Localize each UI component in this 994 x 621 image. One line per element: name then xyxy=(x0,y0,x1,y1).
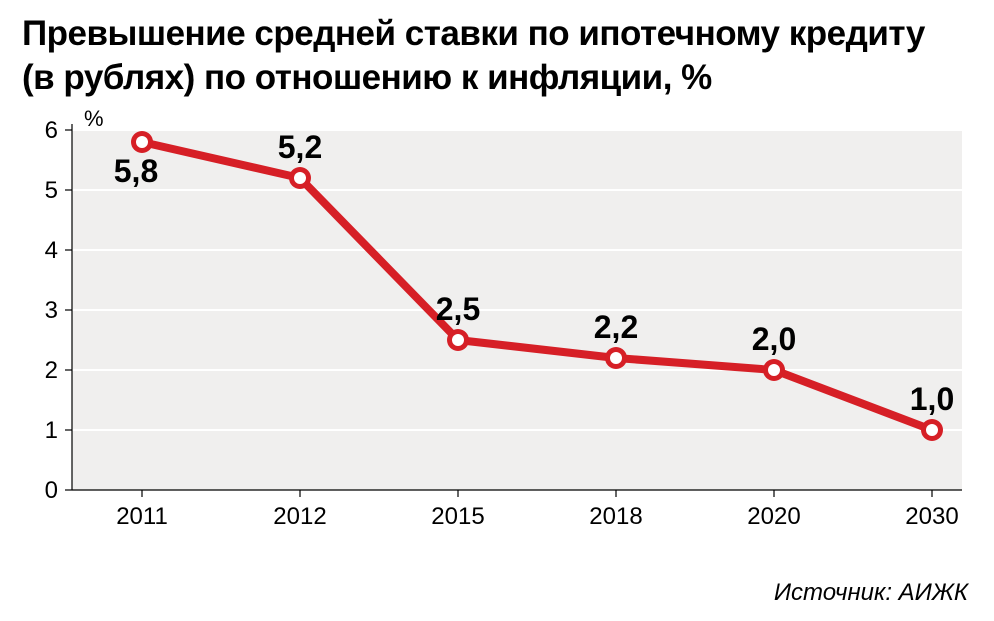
data-value-label: 5,2 xyxy=(278,129,322,165)
data-marker-inner xyxy=(768,364,780,376)
chart-source: Источник: АИЖК xyxy=(774,579,968,607)
data-marker-inner xyxy=(926,424,938,436)
y-tick-label: 1 xyxy=(45,417,58,444)
data-value-label: 2,0 xyxy=(752,321,796,357)
x-tick-label: 2020 xyxy=(747,503,800,530)
y-tick-label: 2 xyxy=(45,357,58,384)
x-tick-label: 2018 xyxy=(589,503,642,530)
y-tick-label: 3 xyxy=(45,297,58,324)
data-value-label: 1,0 xyxy=(910,381,954,417)
data-marker-inner xyxy=(452,334,464,346)
data-value-label: 2,5 xyxy=(436,291,480,327)
title-line-1: Превышение средней ставки по ипотечному … xyxy=(22,14,925,53)
title-line-2: (в рублях) по отношению к инфляции, % xyxy=(22,58,712,97)
chart-title: Превышение средней ставки по ипотечному … xyxy=(22,12,962,100)
data-marker-inner xyxy=(610,352,622,364)
data-marker-inner xyxy=(136,136,148,148)
x-tick-label: 2015 xyxy=(431,503,484,530)
line-chart: 0 1 2 3 4 5 6% 2011 2012 2015 2018 2020 2030 5,8 5,2 2,… xyxy=(22,110,972,550)
data-value-label: 2,2 xyxy=(594,309,638,345)
x-tick-label: 2011 xyxy=(116,503,168,530)
chart-container: Превышение средней ставки по ипотечному … xyxy=(0,0,994,621)
data-value-label: 5,8 xyxy=(114,153,158,189)
data-marker-inner xyxy=(294,172,306,184)
x-tick-label: 2012 xyxy=(273,503,326,530)
y-unit-label: % xyxy=(84,110,104,131)
y-tick-label: 5 xyxy=(45,177,58,204)
y-tick-label: 4 xyxy=(45,237,58,264)
x-tick-label: 2030 xyxy=(905,503,958,530)
y-tick-label: 0 xyxy=(45,477,58,504)
y-tick-label: 6 xyxy=(45,117,58,144)
